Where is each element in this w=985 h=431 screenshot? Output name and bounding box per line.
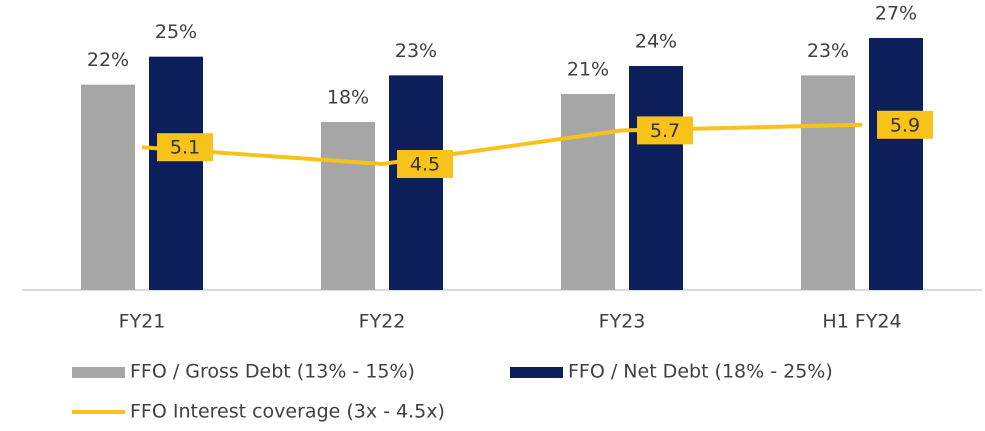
bar-value-label: 22% [87, 49, 129, 71]
bar-value-label: 24% [635, 31, 677, 53]
bar-value-label: 18% [327, 87, 369, 109]
bar-value-label: 25% [155, 21, 197, 43]
bar [149, 56, 203, 290]
x-tick-label: FY21 [119, 311, 166, 333]
bar-value-label: 23% [395, 40, 437, 62]
legend-swatch [510, 367, 563, 378]
bar [561, 94, 615, 290]
bar [321, 122, 375, 290]
line-label-box [877, 110, 933, 139]
bar [869, 38, 923, 290]
line-value-label: 5.9 [890, 114, 920, 136]
x-tick-label: FY22 [359, 311, 406, 333]
line-label-box [157, 133, 213, 162]
bar-value-label: 27% [875, 3, 917, 25]
line [141, 122, 863, 167]
legend-label: FFO / Net Debt (18% - 25%) [568, 361, 833, 383]
bar [801, 75, 855, 290]
bar-value-label: 21% [567, 59, 609, 81]
line-value-label: 5.1 [170, 137, 200, 159]
line-label-box [397, 150, 453, 178]
bar [81, 84, 135, 291]
line-value-label: 5.7 [650, 120, 680, 142]
line-label-box [637, 116, 693, 145]
line-value-label: 4.5 [410, 154, 440, 176]
bar-value-label: 23% [807, 40, 849, 62]
legend-label: FFO / Gross Debt (13% - 15%) [130, 361, 415, 383]
x-tick-label: FY23 [599, 311, 646, 333]
legend-label: FFO Interest coverage (3x - 4.5x) [130, 401, 445, 423]
bar [629, 66, 683, 290]
x-tick-label: H1 FY24 [822, 311, 901, 333]
legend-swatch [72, 367, 125, 378]
bar [389, 75, 443, 290]
